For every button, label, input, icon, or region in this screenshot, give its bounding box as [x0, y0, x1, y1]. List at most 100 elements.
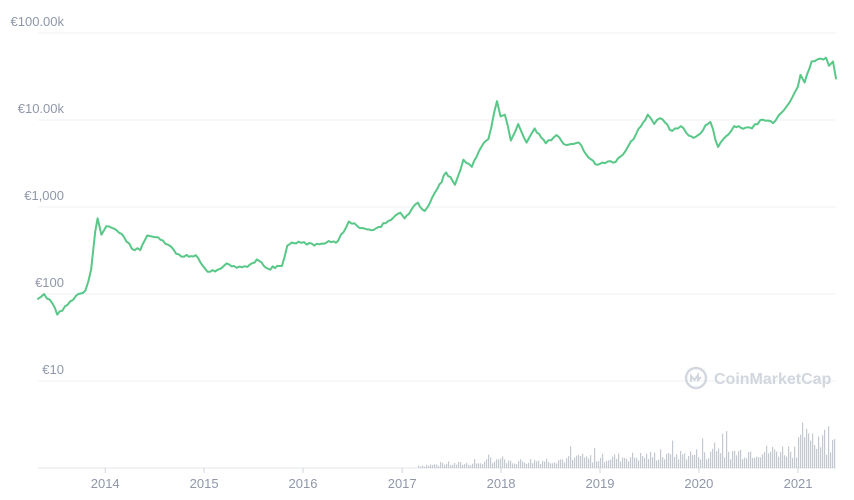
- x-tick-label: 2015: [190, 476, 219, 491]
- volume-bar: [790, 451, 792, 468]
- volume-bar: [428, 465, 430, 468]
- volume-bar: [548, 461, 550, 468]
- volume-bar: [530, 458, 532, 468]
- volume-bar: [598, 461, 600, 468]
- volume-bar: [432, 464, 434, 468]
- volume-bar: [680, 450, 682, 468]
- volume-bar: [440, 461, 442, 468]
- watermark: CoinMarketCap: [684, 366, 832, 390]
- volume-bar: [694, 454, 696, 468]
- volume-bar: [590, 455, 592, 468]
- volume-bar: [572, 459, 574, 468]
- y-tick-label: €100: [35, 275, 64, 290]
- volume-bar: [798, 437, 800, 468]
- volume-bar: [450, 465, 452, 468]
- volume-bar: [800, 434, 802, 468]
- volume-bar: [674, 457, 676, 468]
- volume-bar: [472, 463, 474, 468]
- volume-bar: [782, 446, 784, 468]
- volume-bar: [426, 464, 428, 468]
- volume-bar: [486, 459, 488, 468]
- volume-bar: [766, 445, 768, 468]
- volume-bar: [494, 461, 496, 468]
- volume-bar: [556, 463, 558, 468]
- volume-bar: [534, 459, 536, 468]
- volume-bar: [832, 439, 834, 468]
- volume-bar: [828, 426, 830, 468]
- volume-bar: [778, 456, 780, 468]
- y-tick-label: €10: [42, 362, 64, 377]
- volume-bar: [620, 461, 622, 468]
- volume-bar: [444, 464, 446, 468]
- volume-bar: [562, 459, 564, 468]
- volume-bar: [710, 451, 712, 468]
- volume-bar: [604, 462, 606, 468]
- volume-bar: [466, 462, 468, 468]
- volume-bar: [684, 453, 686, 468]
- volume-bar: [498, 459, 500, 468]
- volume-bar: [588, 458, 590, 468]
- volume-bar: [764, 452, 766, 468]
- x-axis: 2014 2015 2016 2017 2018 2019 2020 2021: [91, 468, 813, 491]
- volume-bar: [716, 451, 718, 468]
- y-axis: €10 €100 €1,000 €10.00k €100.00k: [11, 14, 65, 377]
- volume-bar: [808, 433, 810, 468]
- volume-bar: [452, 464, 454, 468]
- volume-bar: [780, 451, 782, 468]
- volume-bar: [564, 462, 566, 468]
- grid-lines: [38, 32, 836, 469]
- volume-bar: [586, 456, 588, 468]
- volume-bar: [594, 447, 596, 468]
- volume-bar: [774, 449, 776, 468]
- volume-bar: [660, 449, 662, 468]
- volume-bar: [616, 458, 618, 468]
- volume-bar: [420, 466, 422, 468]
- coinmarketcap-logo-icon: [684, 366, 708, 390]
- volume-bar: [644, 457, 646, 468]
- volume-bar: [558, 460, 560, 468]
- volume-bar: [678, 459, 680, 468]
- volume-bar: [732, 451, 734, 468]
- volume-bar: [834, 439, 836, 468]
- volume-bar: [654, 452, 656, 468]
- volume-bar: [646, 453, 648, 468]
- volume-bar: [458, 462, 460, 468]
- volume-bar: [430, 464, 432, 468]
- volume-bar: [714, 442, 716, 468]
- volume-bar: [722, 433, 724, 468]
- volume-bar: [816, 449, 818, 468]
- x-tick-label: 2016: [289, 476, 318, 491]
- volume-bar: [708, 458, 710, 468]
- volume-bar: [634, 457, 636, 468]
- volume-bar: [734, 450, 736, 468]
- volume-bar: [670, 454, 672, 468]
- volume-bar: [698, 457, 700, 468]
- volume-bar: [454, 462, 456, 468]
- volume-bar: [560, 459, 562, 468]
- volume-bar: [542, 460, 544, 468]
- volume-bar: [500, 458, 502, 468]
- volume-bar: [610, 459, 612, 468]
- y-tick-label: €1,000: [24, 188, 64, 203]
- volume-bar: [624, 458, 626, 468]
- volume-bar: [526, 463, 528, 468]
- volume-bar: [522, 461, 524, 468]
- volume-bar: [758, 457, 760, 468]
- volume-bar: [470, 465, 472, 468]
- volume-bar: [704, 452, 706, 468]
- volume-bar: [464, 464, 466, 468]
- volume-bar: [632, 452, 634, 468]
- volume-bar: [728, 451, 730, 468]
- volume-bar: [682, 454, 684, 468]
- volume-bar: [528, 462, 530, 468]
- volume-bar: [578, 454, 580, 468]
- volume-bar: [482, 464, 484, 468]
- volume-bar: [746, 458, 748, 468]
- price-line: [37, 56, 837, 316]
- volume-bar: [540, 464, 542, 468]
- volume-bar: [676, 454, 678, 468]
- volume-bar: [666, 454, 668, 468]
- volume-bar: [826, 454, 828, 468]
- volume-bar: [668, 452, 670, 468]
- volume-bar: [418, 465, 420, 468]
